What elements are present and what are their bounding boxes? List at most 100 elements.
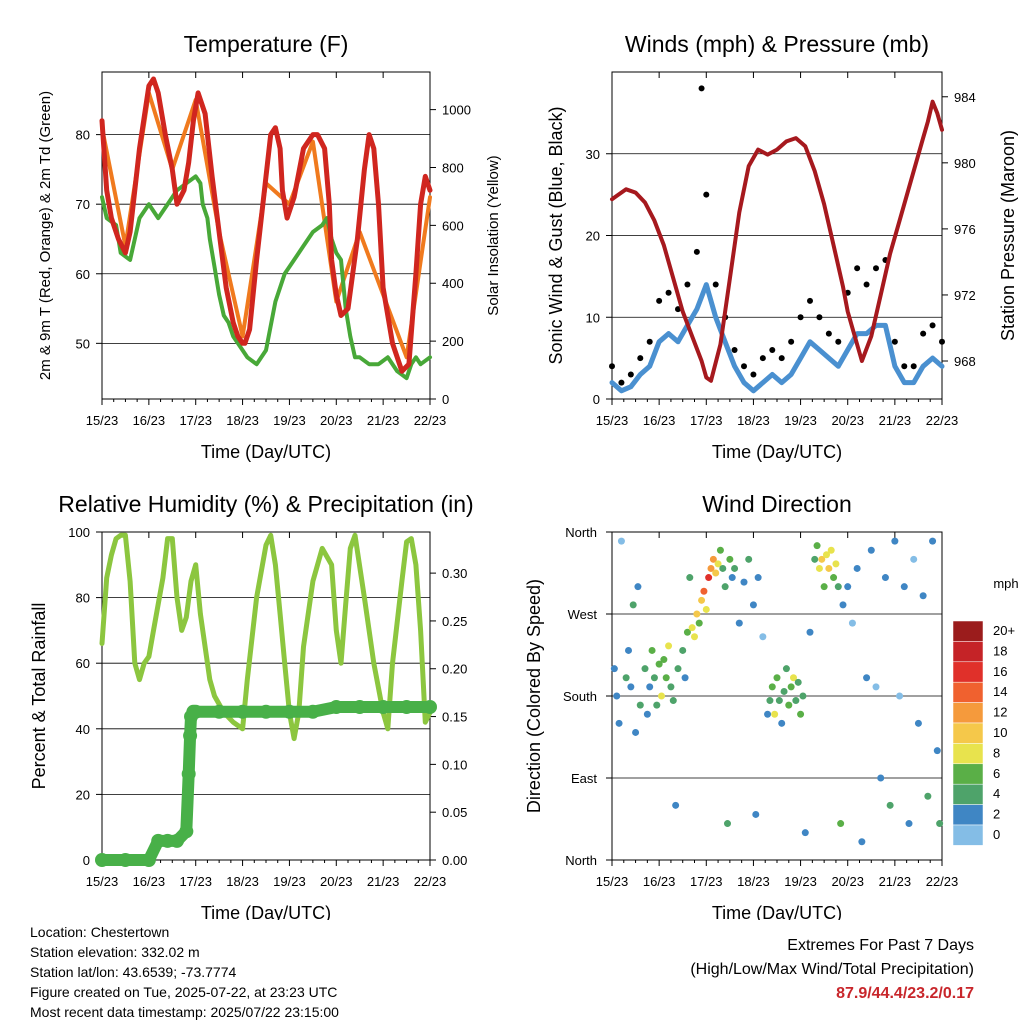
direction-point bbox=[648, 646, 656, 654]
chart-title: Wind Direction bbox=[702, 491, 852, 517]
direction-point bbox=[705, 574, 713, 582]
direction-point bbox=[759, 633, 767, 641]
precip-point bbox=[329, 699, 344, 714]
y-right-tick-label: 0.20 bbox=[442, 662, 467, 677]
precip-point bbox=[183, 728, 198, 743]
gust-point bbox=[901, 363, 908, 370]
legend-swatch bbox=[952, 641, 984, 663]
direction-point bbox=[629, 601, 637, 609]
direction-point bbox=[610, 665, 618, 673]
x-tick-label: 21/23 bbox=[879, 413, 912, 428]
direction-point bbox=[667, 683, 675, 691]
legend-swatch bbox=[952, 620, 984, 642]
gust-point bbox=[797, 314, 804, 321]
direction-point bbox=[778, 719, 786, 727]
legend-swatch bbox=[952, 722, 984, 744]
direction-point bbox=[794, 678, 802, 686]
gust-point bbox=[675, 306, 681, 313]
y-tick-label: 50 bbox=[76, 336, 90, 351]
x-tick-label: 17/23 bbox=[690, 874, 723, 889]
x-tick-label: 15/23 bbox=[596, 413, 629, 428]
x-tick-label: 18/23 bbox=[226, 874, 259, 889]
direction-point bbox=[872, 683, 880, 691]
y-axis-label: 2m & 9m T (Red, Orange) & 2m Td (Green) bbox=[37, 91, 54, 380]
direction-point bbox=[669, 697, 677, 705]
x-tick-label: 21/23 bbox=[879, 874, 912, 889]
x-tick-label: 21/23 bbox=[367, 874, 400, 889]
direction-point bbox=[790, 674, 797, 682]
direction-point bbox=[617, 537, 625, 545]
direction-point bbox=[787, 683, 795, 691]
gust-point bbox=[788, 338, 795, 345]
chart-title: Winds (mph) & Pressure (mb) bbox=[625, 31, 929, 57]
legend-swatch bbox=[952, 763, 984, 785]
legend-label: 4 bbox=[993, 786, 1000, 801]
gust-point bbox=[769, 346, 776, 353]
x-axis-label: Time (Day/UTC) bbox=[712, 442, 842, 462]
direction-point bbox=[773, 674, 781, 682]
weather-charts: Temperature (F) Time (Day/UTC) 15/23 16/23 1… bbox=[29, 31, 1019, 920]
direction-point bbox=[716, 546, 724, 554]
direction-point bbox=[896, 692, 904, 700]
direction-point bbox=[886, 801, 894, 809]
direction-point bbox=[839, 601, 847, 609]
y-right-tick-label: 984 bbox=[954, 90, 976, 105]
direction-point bbox=[764, 710, 772, 718]
direction-point bbox=[714, 560, 722, 568]
direction-point bbox=[799, 692, 807, 700]
direction-point bbox=[785, 701, 793, 709]
legend-label: 0 bbox=[993, 827, 1000, 842]
x-tick-label: 15/23 bbox=[86, 874, 119, 889]
gust-point bbox=[873, 265, 879, 272]
precip-point bbox=[305, 704, 320, 719]
x-tick-label: 20/23 bbox=[320, 874, 353, 889]
gust-point bbox=[712, 281, 719, 288]
series-line-station-pressure bbox=[610, 99, 944, 383]
gust-point bbox=[854, 265, 861, 272]
legend-label: 2 bbox=[993, 807, 1000, 822]
direction-point bbox=[650, 674, 658, 682]
legend-label: 6 bbox=[993, 766, 1000, 781]
legend-label: 18 bbox=[993, 643, 1007, 658]
chart-panel-3 bbox=[95, 531, 437, 867]
direction-point bbox=[700, 587, 708, 595]
gust-point bbox=[693, 248, 700, 255]
direction-point bbox=[771, 710, 779, 718]
y-right-tick-label: 0.10 bbox=[442, 757, 467, 772]
direction-point bbox=[832, 560, 840, 568]
direction-point bbox=[749, 601, 757, 609]
gust-point bbox=[816, 314, 823, 321]
direction-point bbox=[658, 692, 665, 700]
precip-point bbox=[352, 699, 367, 714]
y-right-tick-label: 600 bbox=[442, 218, 464, 233]
series-line-2m-t bbox=[99, 76, 433, 374]
chart-title: Relative Humidity (%) & Precipitation (i… bbox=[58, 491, 473, 517]
direction-point bbox=[801, 829, 809, 837]
precip-point bbox=[95, 853, 109, 867]
direction-point bbox=[905, 820, 913, 828]
gust-point bbox=[759, 355, 766, 362]
chart-panel-1 bbox=[96, 71, 436, 405]
direction-point bbox=[634, 583, 642, 591]
x-tick-label: 18/23 bbox=[737, 413, 770, 428]
speed-legend bbox=[952, 620, 984, 846]
direction-point bbox=[825, 564, 833, 572]
direction-point bbox=[766, 697, 774, 705]
legend-label: 10 bbox=[993, 725, 1007, 740]
legend-label: 20+ bbox=[993, 623, 1015, 638]
direction-point bbox=[891, 537, 899, 545]
direction-point bbox=[863, 674, 871, 682]
x-tick-label: 19/23 bbox=[784, 413, 817, 428]
direction-point bbox=[848, 619, 856, 627]
gust-point bbox=[778, 355, 785, 362]
x-tick-label: 22/23 bbox=[926, 874, 959, 889]
x-tick-label: 19/23 bbox=[273, 874, 306, 889]
y-right-tick-label: 980 bbox=[954, 156, 976, 171]
legend-label: 12 bbox=[993, 705, 1007, 720]
y-right-tick-label: 0 bbox=[442, 392, 449, 407]
precip-point bbox=[423, 699, 437, 714]
x-tick-label: 17/23 bbox=[179, 413, 212, 428]
x-tick-label: 18/23 bbox=[737, 874, 770, 889]
direction-point bbox=[837, 820, 845, 828]
legend-label: 16 bbox=[993, 664, 1007, 679]
